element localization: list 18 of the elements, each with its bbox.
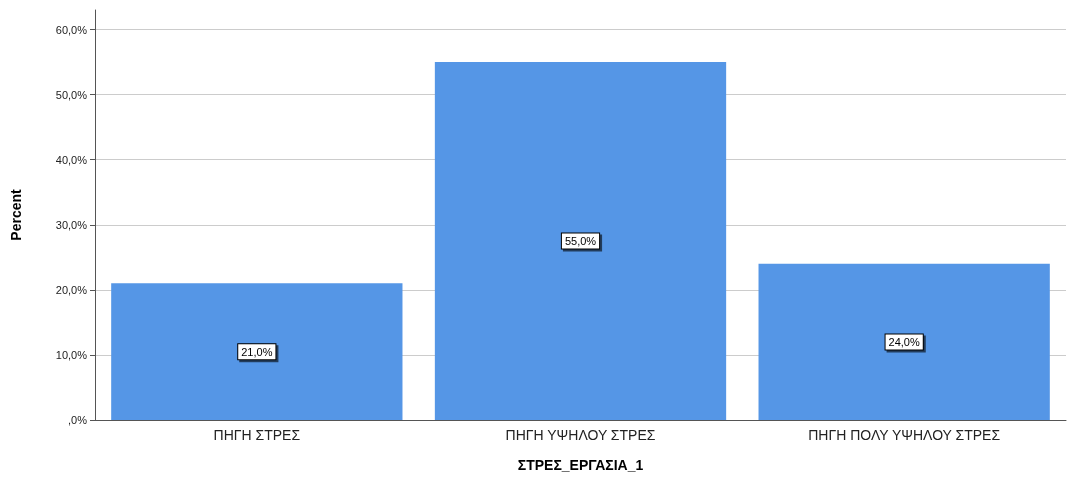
y-tick-label: 30,0% xyxy=(55,218,88,231)
x-tick-label: ΠΗΓΗ ΠΟΛΥ ΥΨΗΛΟΥ ΣΤΡΕΣ xyxy=(808,427,1001,443)
x-tick-label: ΠΗΓΗ ΣΤΡΕΣ xyxy=(213,427,301,443)
bar xyxy=(111,283,403,420)
y-tick-label: 10,0% xyxy=(55,348,88,361)
y-axis-title: Percent xyxy=(8,188,24,241)
data-label: 55,0% xyxy=(564,235,597,248)
y-tick-label: 60,0% xyxy=(55,23,88,36)
bar xyxy=(434,62,727,420)
y-tick-label: 20,0% xyxy=(55,283,88,296)
y-tick-label: 50,0% xyxy=(55,88,88,101)
data-label: 21,0% xyxy=(241,345,273,358)
y-tick-label: 40,0% xyxy=(55,153,88,166)
bar xyxy=(758,263,1050,420)
y-tick-label: ,0% xyxy=(68,414,88,426)
x-axis-title: ΣΤΡΕΣ_ΕΡΓΑΣΙΑ_1 xyxy=(517,457,644,473)
data-label: 24,0% xyxy=(888,335,920,348)
x-tick-label: ΠΗΓΗ ΥΨΗΛΟΥ ΣΤΡΕΣ xyxy=(505,427,656,443)
